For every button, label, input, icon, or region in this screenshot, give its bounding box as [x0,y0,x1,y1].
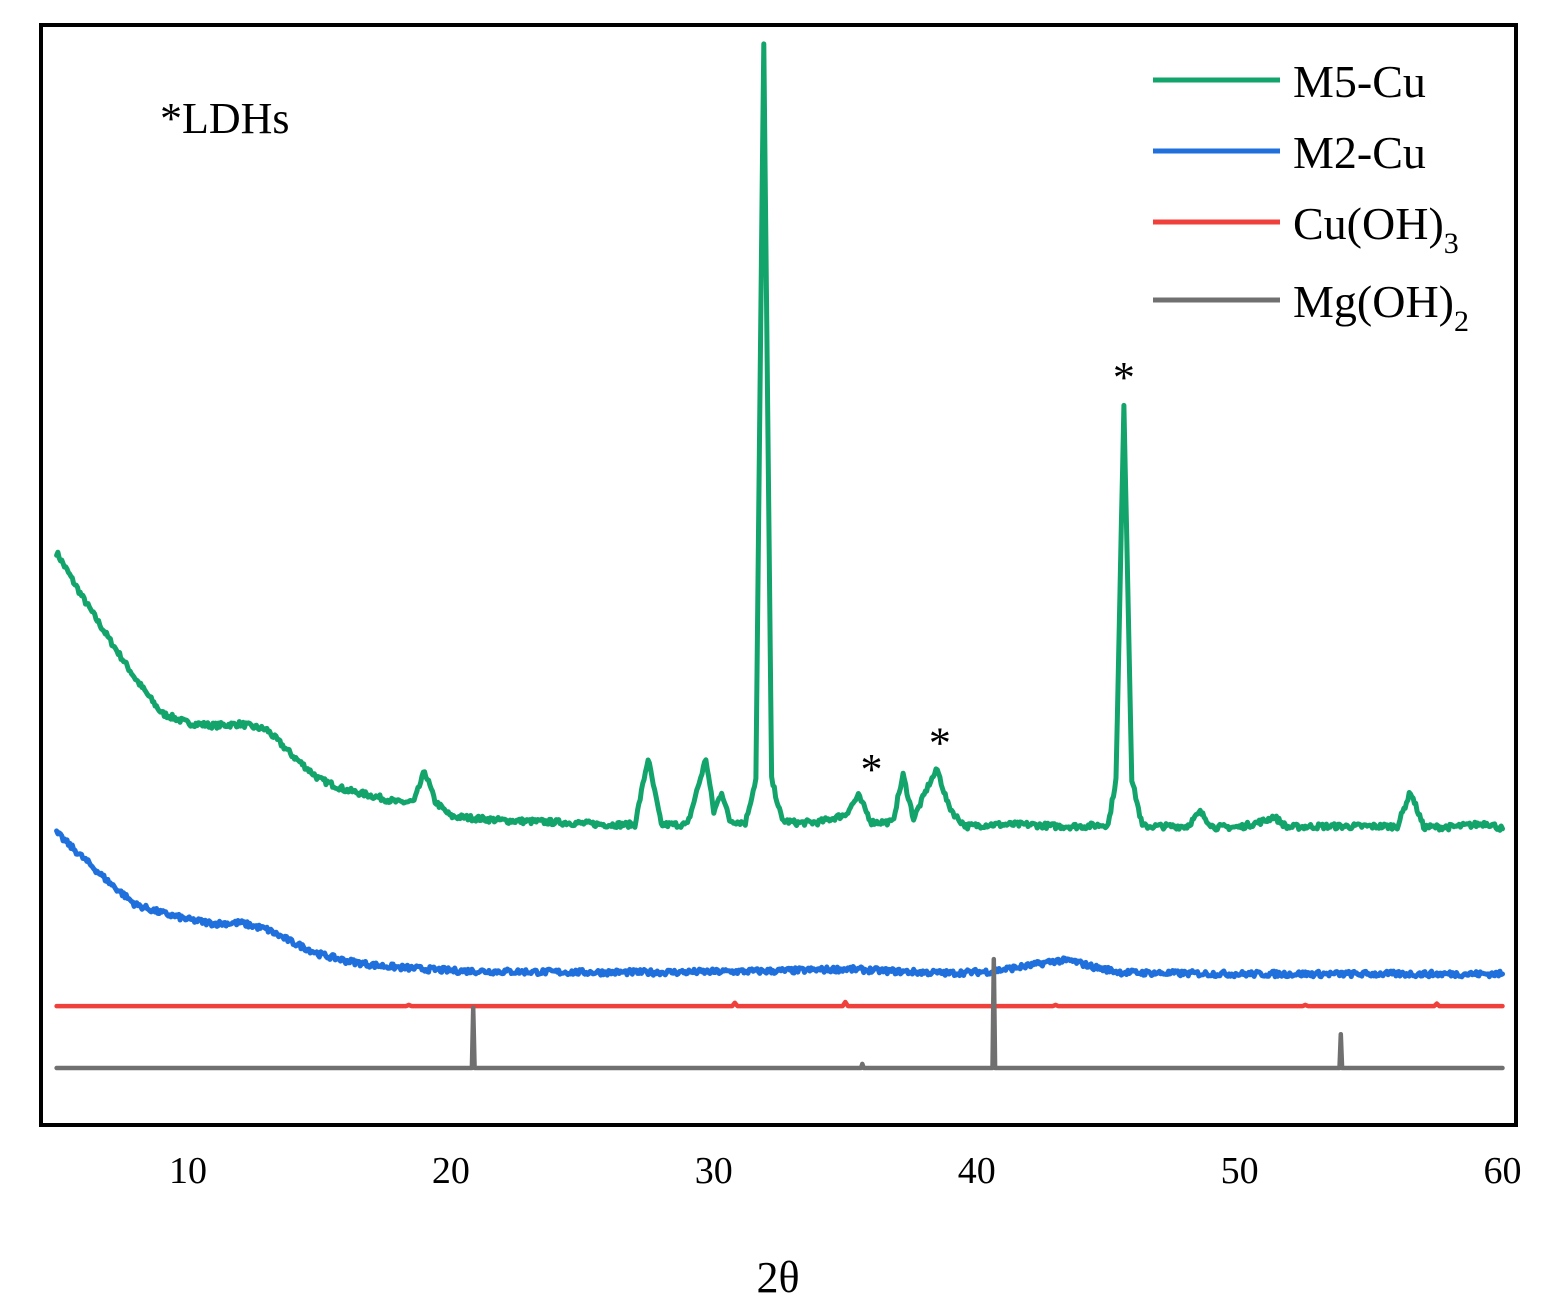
note-label: *LDHs [160,94,290,143]
x-tick-label: 50 [1221,1150,1259,1192]
series-line-m2-cu [54,828,1505,980]
x-tick-label: 20 [432,1150,470,1192]
x-tick-label: 40 [958,1150,996,1192]
ldh-peak-marker: * [861,745,883,794]
annotation-layer: * * * [861,353,1135,794]
x-tick-label: 30 [695,1150,733,1192]
x-tick-label: 60 [1484,1150,1522,1192]
series-line-mg-oh2 [54,956,1505,1071]
plot-frame [39,23,1518,1127]
series-line-cu-oh3 [54,999,1505,1009]
x-tick-labels: 10 20 30 40 50 60 [169,1150,1522,1192]
x-tick-label: 10 [169,1150,207,1192]
legend-entry: Mg(OH)2 [1293,276,1469,338]
series-line-m5-cu [54,41,1505,833]
x-axis-label: 2θ [756,1253,799,1302]
legend-entry: Cu(OH)3 [1293,198,1459,260]
legend-entry: M5-Cu [1293,56,1426,107]
legend-entry: M2-Cu [1293,127,1426,178]
ldh-peak-marker: * [929,718,951,767]
legend: M5-Cu M2-Cu Cu(OH)3 Mg(OH)2 [1153,56,1469,338]
series-layer [54,41,1505,1071]
ldh-peak-marker: * [1113,353,1135,402]
